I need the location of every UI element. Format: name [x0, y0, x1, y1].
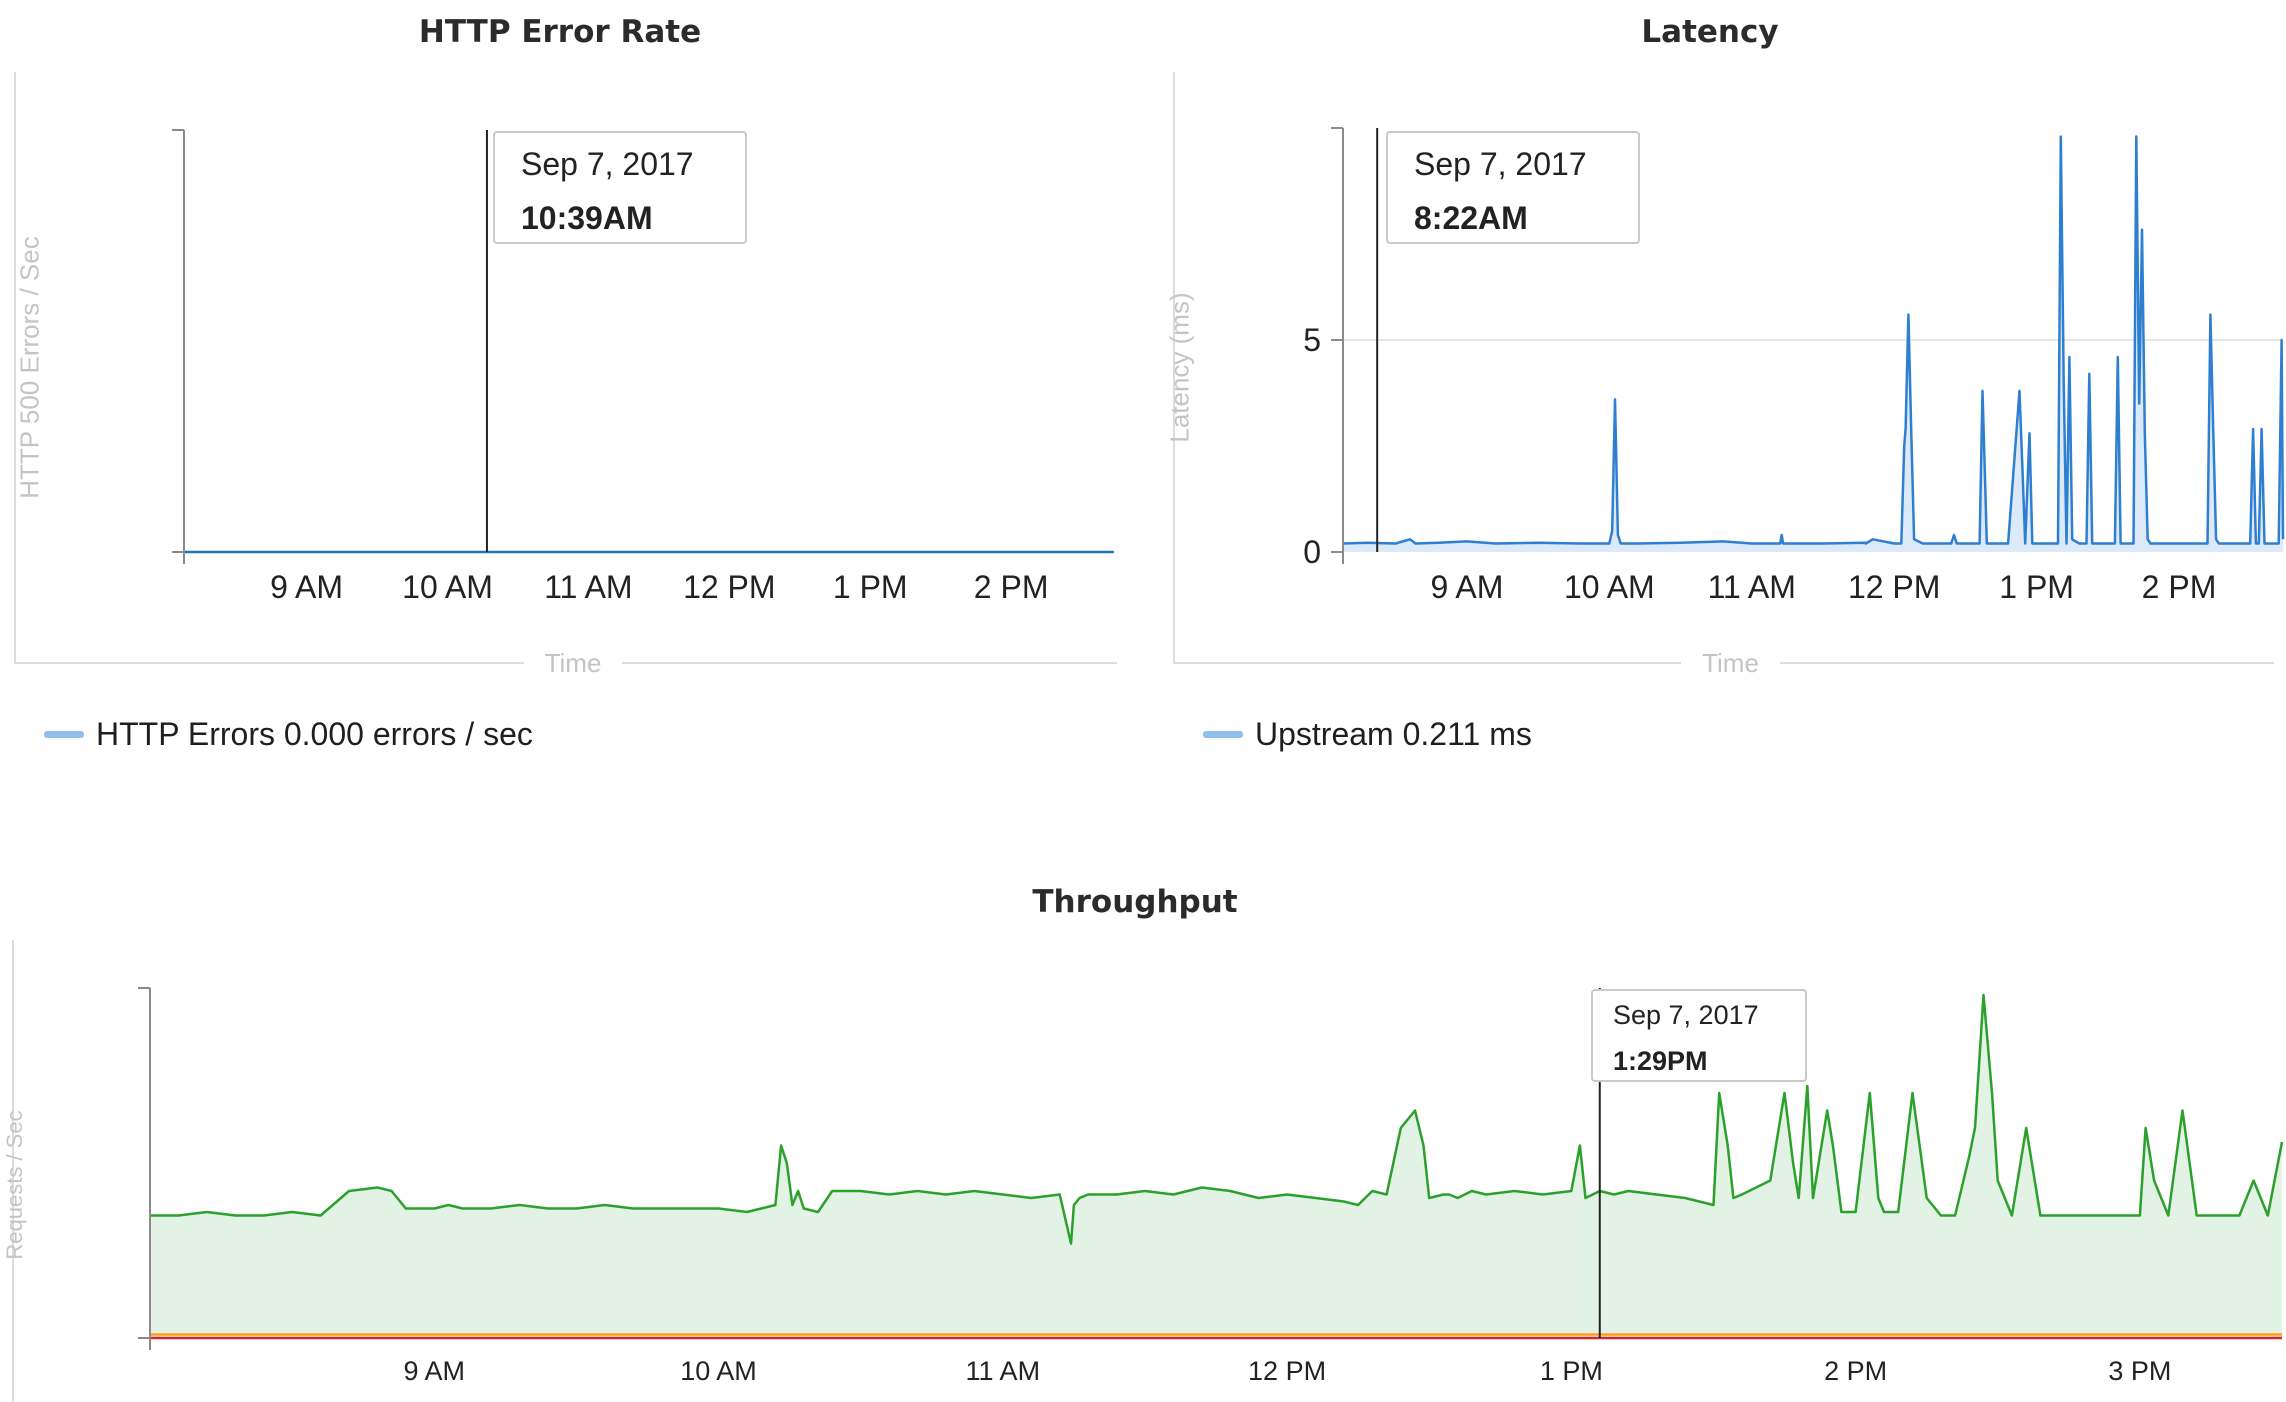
latency-frame-bottom-left [1173, 662, 1681, 664]
latency-title: Latency [1641, 14, 1779, 50]
tooltip-date: Sep 7, 2017 [521, 146, 694, 182]
latency-frame-bottom-right [1780, 662, 2274, 664]
series-area [150, 995, 2282, 1338]
x-tick-label: 9 AM [404, 1356, 466, 1386]
error-rate-title: HTTP Error Rate [418, 14, 702, 50]
tooltip-time: 8:22AM [1414, 200, 1528, 236]
throughput-frame-left [12, 940, 14, 1402]
latency-xlabel: Time [1702, 648, 1759, 678]
legend-series-name: Upstream [1255, 716, 1394, 752]
x-tick-label: 2 PM [2142, 569, 2217, 605]
legend-series-value: 0.000 errors / sec [283, 716, 533, 752]
x-tick-label: 1 PM [1540, 1356, 1603, 1386]
x-tick-label: 12 PM [683, 569, 775, 605]
x-tick-label: 11 AM [1708, 569, 1796, 605]
x-tick-label: 9 AM [1430, 569, 1503, 605]
tooltip-time: 10:39AM [521, 200, 653, 236]
tooltip-time: 1:29PM [1613, 1046, 1708, 1076]
legend-swatch [44, 731, 84, 738]
x-tick-label: 2 PM [974, 569, 1049, 605]
throughput-tooltip: Sep 7, 2017 1:29PM [1591, 989, 1807, 1082]
x-tick-label: 10 AM [1564, 569, 1655, 605]
legend-swatch [1203, 731, 1243, 738]
y-tick-label: 0 [1303, 534, 1321, 570]
throughput-title: Throughput [1032, 884, 1238, 920]
x-tick-label: 12 PM [1848, 569, 1940, 605]
legend-series-value: 0.211 ms [1402, 716, 1532, 752]
x-tick-label: 2 PM [1824, 1356, 1887, 1386]
throughput-chart: 9 AM 10 AM 11 AM 12 PM 1 PM 2 PM 3 PM [138, 987, 2284, 1386]
latency-tooltip: Sep 7, 2017 8:22AM [1386, 131, 1640, 244]
x-tick-label: 10 AM [680, 1356, 757, 1386]
y-tick-label: 5 [1303, 322, 1321, 358]
error-rate-frame-bottom-right [622, 662, 1117, 664]
series-line [150, 993, 2284, 1245]
x-tick-label: 11 AM [966, 1356, 1041, 1386]
x-tick-label: 1 PM [1999, 569, 2074, 605]
x-tick-label: 9 AM [270, 569, 343, 605]
error-rate-tooltip: Sep 7, 2017 10:39AM [493, 131, 747, 244]
tooltip-date: Sep 7, 2017 [1414, 146, 1587, 182]
error-rate-xlabel: Time [544, 648, 602, 678]
error-rate-legend[interactable]: HTTP Errors 0.000 errors / sec [44, 716, 533, 753]
latency-chart: 0 5 9 AM 10 AM 11 AM 12 PM 1 PM 2 PM [1303, 127, 2285, 605]
x-tick-label: 10 AM [402, 569, 493, 605]
series-line [1342, 135, 2285, 545]
latency-frame-left [1173, 72, 1175, 664]
latency-legend[interactable]: Upstream 0.211 ms [1203, 716, 1532, 753]
error-rate-chart: 9 AM 10 AM 11 AM 12 PM 1 PM 2 PM [172, 129, 1114, 605]
x-tick-label: 11 AM [544, 569, 632, 605]
legend-series-name: HTTP Errors [96, 716, 275, 752]
x-tick-label: 3 PM [2108, 1356, 2171, 1386]
x-tick-label: 1 PM [833, 569, 908, 605]
error-rate-frame-left [14, 72, 16, 664]
error-rate-frame-bottom-left [14, 662, 524, 664]
tooltip-date: Sep 7, 2017 [1613, 1000, 1759, 1030]
x-tick-label: 12 PM [1248, 1356, 1326, 1386]
